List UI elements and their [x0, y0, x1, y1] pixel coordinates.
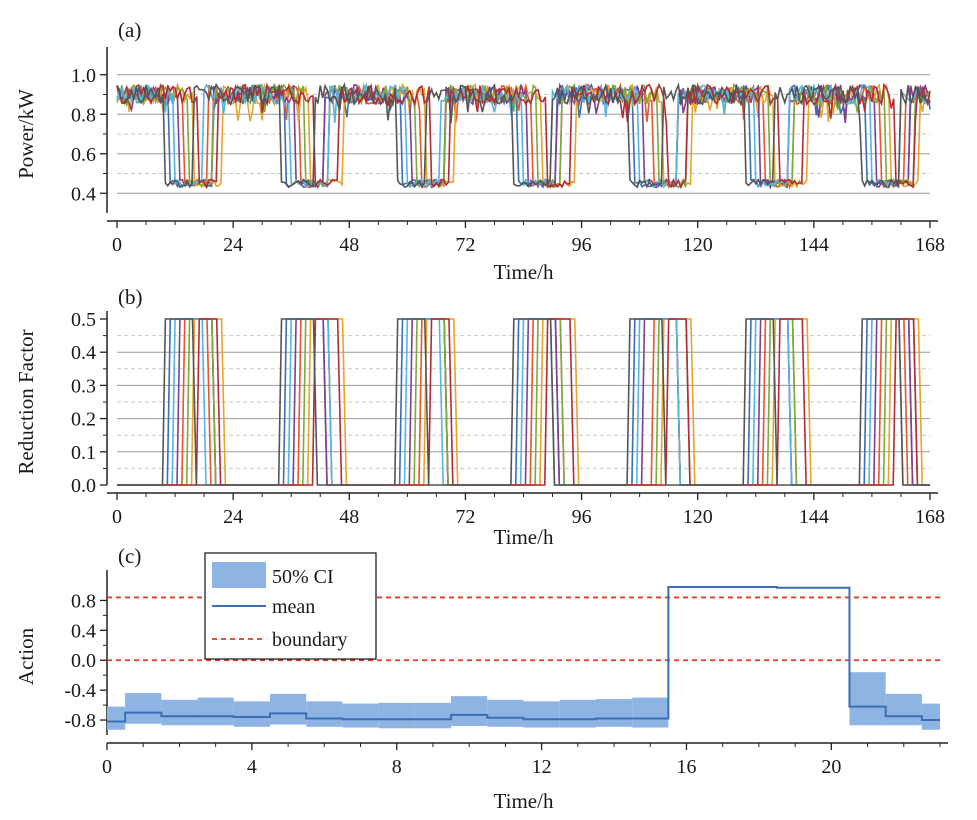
ci-band-segment — [921, 703, 940, 730]
y-tick-label: -0.8 — [64, 710, 96, 732]
power-series-line — [116, 82, 931, 190]
ci-band-segment — [107, 706, 126, 730]
y-tick-label: 0.4 — [71, 342, 96, 364]
y-tick-label: 0.0 — [71, 650, 96, 672]
x-axis-label: Time/h — [494, 789, 554, 813]
x-axis-label: Time/h — [494, 260, 554, 284]
legend-label-boundary: boundary — [272, 629, 348, 651]
x-tick-label: 8 — [392, 756, 402, 778]
x-axis-label: Time/h — [494, 525, 554, 549]
y-axis-label: Reduction Factor — [14, 329, 38, 474]
legend-label-ci: 50% CI — [272, 566, 334, 588]
x-tick-label: 120 — [683, 234, 713, 256]
legend-swatch-ci — [212, 562, 266, 588]
x-tick-label: 0 — [112, 234, 122, 256]
ci-band-segment — [414, 702, 452, 729]
ci-band-segment — [306, 701, 343, 727]
ci-band-segment — [451, 696, 488, 727]
power-series-line — [116, 82, 931, 190]
y-tick-label: 0.6 — [71, 144, 96, 166]
x-tick-label: 20 — [821, 756, 841, 778]
ci-band-segment — [233, 701, 270, 727]
x-tick-label: 48 — [339, 506, 359, 528]
y-tick-label: 0.4 — [71, 620, 96, 642]
legend-label-mean: mean — [272, 596, 315, 618]
x-tick-label: 72 — [455, 234, 475, 256]
ci-band-segment — [559, 699, 596, 728]
ci-band-segment — [632, 697, 669, 728]
ci-band-segment — [342, 703, 379, 728]
panel-b: 0.0 0.1 0.2 0.3 0.4 0.5 0 24 48 72 96 120 144 168 Time… — [14, 285, 945, 549]
x-tick-label: 72 — [455, 506, 475, 528]
y-tick-label: 0.3 — [71, 375, 96, 397]
x-tick-label: 0 — [112, 506, 122, 528]
ci-band-segment — [125, 693, 162, 724]
mean-step-line — [107, 585, 940, 723]
ci-band-segment — [523, 701, 560, 728]
panel-label: (a) — [118, 18, 141, 42]
ci-band-segment — [885, 693, 922, 726]
y-tick-label: 0.1 — [71, 442, 96, 464]
x-tick-label: 144 — [799, 234, 829, 256]
power-series-line — [116, 82, 931, 190]
x-tick-label: 96 — [572, 234, 592, 256]
y-tick-label: -0.4 — [64, 680, 96, 702]
ci-band-segment — [378, 702, 415, 729]
y-tick-label: 0.8 — [71, 590, 96, 612]
reduction-series-line — [117, 318, 930, 486]
y-tick-label: 0.2 — [71, 409, 96, 431]
x-tick-label: 12 — [532, 756, 552, 778]
x-tick-label: 96 — [572, 506, 592, 528]
x-tick-label: 24 — [223, 234, 243, 256]
panel-a: 0.4 0.6 0.8 1.0 0 24 48 72 96 120 144 168 Time/h Powe… — [14, 18, 945, 284]
ci-band-segment — [487, 699, 524, 727]
x-tick-label: 4 — [247, 756, 257, 778]
ci-band-segment — [849, 672, 886, 726]
y-tick-label: 1.0 — [71, 65, 96, 87]
panel-label: (b) — [118, 285, 143, 309]
x-tick-label: 120 — [683, 506, 713, 528]
x-tick-label: 48 — [339, 234, 359, 256]
panel-label: (c) — [118, 544, 141, 568]
x-tick-label: 168 — [915, 234, 945, 256]
ci-band-segment — [197, 697, 234, 726]
x-tick-label: 24 — [223, 506, 243, 528]
y-tick-label: 0.0 — [71, 475, 96, 497]
x-tick-label: 16 — [676, 756, 696, 778]
y-axis-label: Action — [14, 627, 38, 685]
x-tick-label: 0 — [102, 756, 112, 778]
x-tick-label: 168 — [915, 506, 945, 528]
x-tick-label: 144 — [799, 506, 829, 528]
ci-band-segment — [595, 699, 633, 727]
ci-band-segment — [269, 693, 307, 725]
power-series-line — [116, 81, 931, 189]
y-tick-label: 0.8 — [71, 104, 96, 126]
ci-band-segment — [161, 699, 198, 726]
legend: 50% CI mean boundary — [204, 552, 377, 660]
y-tick-label: 0.5 — [71, 309, 96, 331]
panel-c: -0.8 -0.4 0.0 0.4 0.8 0 4 8 12 16 20 Time/h Action (c… — [14, 544, 948, 813]
y-axis-label: Power/kW — [14, 89, 38, 179]
y-tick-label: 0.4 — [71, 183, 96, 205]
